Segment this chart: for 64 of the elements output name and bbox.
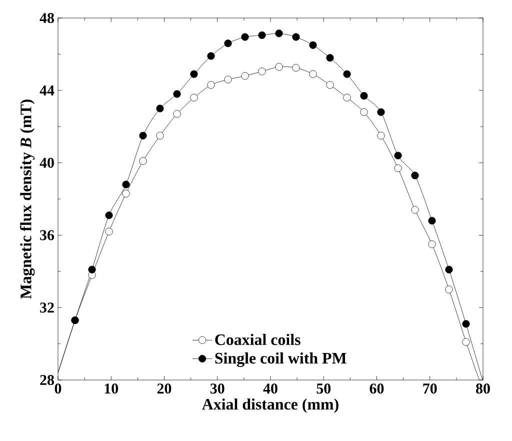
- point: [207, 81, 215, 89]
- point: [445, 286, 453, 294]
- point: [258, 31, 266, 39]
- y-tick-label: 32: [40, 302, 54, 313]
- point: [360, 108, 368, 116]
- x-tick-label: 20: [157, 384, 172, 394]
- y-tick-label: 36: [40, 230, 54, 240]
- point: [105, 228, 113, 236]
- point: [122, 190, 130, 198]
- point: [309, 70, 317, 78]
- point: [292, 33, 300, 41]
- point: [343, 70, 351, 78]
- point: [241, 72, 249, 80]
- x-tick-label: 60: [370, 384, 384, 394]
- point: [173, 90, 181, 98]
- point: [428, 240, 436, 248]
- x-tick-label: 40: [263, 384, 278, 394]
- x-tick-label: 10: [104, 384, 118, 394]
- point: [207, 52, 215, 60]
- y-tick-label: 48: [40, 12, 54, 24]
- point: [190, 70, 198, 78]
- point: [411, 172, 419, 180]
- y-axis-title: Magnetic flux density B (mT): [20, 100, 35, 299]
- y-tick-label: 44: [40, 85, 54, 96]
- y-tick-label: 40: [40, 158, 54, 168]
- point: [88, 266, 96, 274]
- point: [309, 41, 317, 49]
- point: [326, 54, 334, 62]
- point: [275, 30, 283, 38]
- legend-label: Single coil with PM: [215, 352, 346, 367]
- x-tick-label: 80: [476, 384, 490, 394]
- point: [224, 40, 232, 48]
- point: [360, 92, 368, 100]
- x-tick-label: 0: [54, 384, 62, 394]
- point: [258, 68, 266, 76]
- point: [173, 110, 181, 118]
- point: [462, 338, 470, 346]
- x-axis-title: Axial distance (mm): [202, 398, 338, 413]
- point: [377, 108, 385, 116]
- point: [156, 132, 164, 140]
- point: [394, 152, 402, 160]
- point: [343, 94, 351, 102]
- point: [139, 157, 147, 165]
- point: [445, 266, 453, 274]
- legend-label: Coaxial coils: [215, 334, 300, 346]
- point: [275, 63, 283, 71]
- point: [139, 132, 147, 140]
- point: [292, 64, 300, 72]
- point: [428, 216, 436, 225]
- point: [326, 81, 334, 89]
- x-tick-label: 70: [423, 384, 437, 394]
- y-tick-label: 28: [40, 374, 54, 386]
- point: [156, 104, 164, 112]
- point: [411, 206, 419, 214]
- point: [224, 76, 232, 84]
- point: [377, 132, 385, 140]
- point: [105, 212, 113, 220]
- x-tick-label: 50: [316, 384, 331, 394]
- point: [241, 33, 249, 41]
- point: [462, 320, 470, 328]
- point: [190, 94, 198, 102]
- x-tick-label: 30: [210, 384, 224, 394]
- point: [394, 164, 402, 172]
- point: [122, 180, 130, 188]
